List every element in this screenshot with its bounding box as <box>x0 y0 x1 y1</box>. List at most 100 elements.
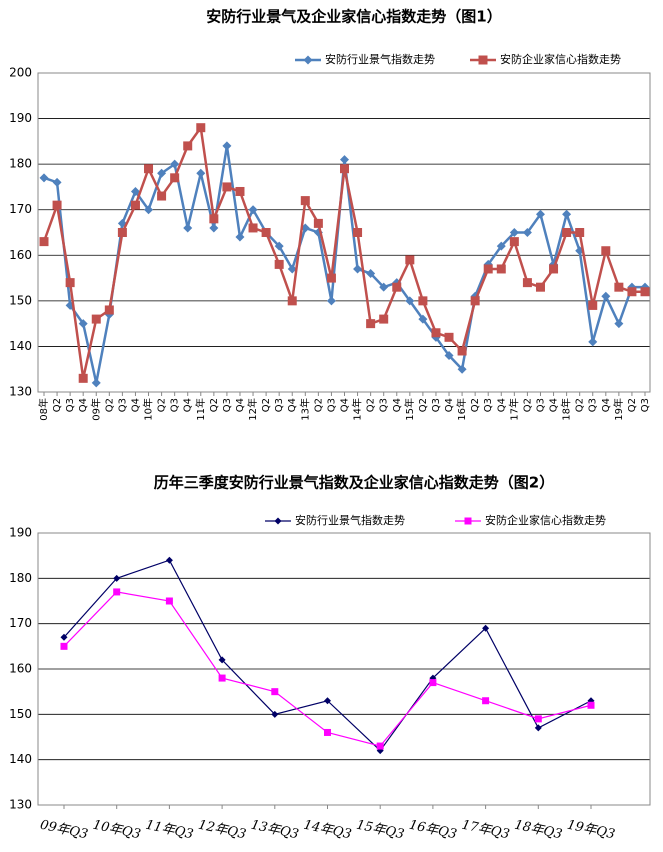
x-tick-label: Q4 <box>444 398 455 412</box>
marker <box>196 168 206 178</box>
marker <box>91 378 101 388</box>
marker <box>300 196 310 206</box>
marker <box>588 337 598 347</box>
marker <box>271 688 279 696</box>
x-tick-label: 17年Q3 <box>460 818 511 843</box>
x-tick-label: 18年Q3 <box>513 818 564 843</box>
marker <box>157 191 167 201</box>
marker <box>157 168 167 178</box>
marker <box>117 228 127 237</box>
marker <box>52 177 62 187</box>
marker <box>534 724 542 732</box>
marker <box>562 228 572 237</box>
x-tick-label: 10年Q3 <box>91 818 142 843</box>
marker <box>248 223 258 233</box>
marker <box>60 633 68 641</box>
y-tick-label: 130 <box>9 798 32 812</box>
marker <box>144 205 154 215</box>
x-tick-label: Q3 <box>483 398 494 412</box>
marker <box>130 186 140 196</box>
x-tick-label: Q4 <box>392 398 403 412</box>
x-tick-label: 16年Q3 <box>408 818 459 843</box>
y-tick-label: 170 <box>9 616 32 630</box>
x-tick-label: 11年 <box>194 398 207 421</box>
marker <box>324 697 331 705</box>
marker <box>418 296 428 306</box>
x-tick-label: Q4 <box>496 398 507 412</box>
x-tick-label: 09年 <box>89 398 102 421</box>
marker <box>627 287 637 297</box>
marker <box>379 282 389 292</box>
y-tick-label: 190 <box>9 526 32 540</box>
x-tick-label: Q4 <box>340 398 351 412</box>
x-tick-label: Q2 <box>522 398 533 412</box>
legend-marker <box>478 55 488 65</box>
marker <box>39 173 49 183</box>
x-tick-label: 15年 <box>403 398 416 421</box>
y-tick-label: 180 <box>9 157 32 171</box>
marker <box>113 574 121 582</box>
x-tick-label: 18年 <box>560 398 573 421</box>
y-tick-label: 150 <box>9 707 32 721</box>
x-tick-label: Q2 <box>575 398 586 412</box>
marker <box>324 728 331 736</box>
x-tick-label: Q4 <box>287 398 298 412</box>
marker <box>429 679 437 687</box>
x-tick-label: 12年Q3 <box>197 818 248 843</box>
marker <box>248 205 258 215</box>
marker <box>209 223 219 233</box>
marker <box>170 159 180 169</box>
x-tick-label: Q2 <box>313 398 324 412</box>
x-tick-label: 15年Q3 <box>355 818 406 843</box>
legend-marker <box>303 55 313 65</box>
x-tick-label: Q4 <box>549 398 560 412</box>
x-tick-label: Q4 <box>130 398 141 412</box>
marker <box>165 597 173 605</box>
marker <box>457 364 467 374</box>
marker <box>470 296 480 306</box>
marker <box>326 273 336 283</box>
marker <box>509 228 519 237</box>
legend-label: 安防企业家信心指数走势 <box>485 513 606 527</box>
marker <box>444 351 454 361</box>
marker <box>222 141 232 151</box>
marker <box>418 314 428 324</box>
marker <box>482 697 490 705</box>
marker <box>496 241 506 251</box>
marker <box>340 155 349 165</box>
x-tick-label: Q2 <box>470 398 481 412</box>
x-tick-label: Q4 <box>235 398 246 412</box>
x-tick-label: Q3 <box>170 398 181 412</box>
marker <box>209 214 219 224</box>
marker <box>326 296 336 306</box>
marker <box>366 269 376 279</box>
marker <box>144 164 154 174</box>
marker <box>165 556 173 564</box>
x-tick-label: Q4 <box>78 398 89 412</box>
marker <box>78 319 88 329</box>
x-tick-label: 09年Q3 <box>39 818 90 843</box>
plot-frame <box>37 72 651 393</box>
x-tick-label: 19年Q3 <box>566 818 617 843</box>
x-tick-label: Q3 <box>274 398 285 412</box>
marker <box>376 742 384 750</box>
x-tick-label: Q2 <box>157 398 168 412</box>
chart-title: 安防行业景气及企业家信心指数走势（图1） <box>206 8 501 26</box>
x-tick-label: Q2 <box>418 398 429 412</box>
marker <box>534 715 542 723</box>
marker <box>353 228 363 237</box>
legend-marker <box>274 517 282 525</box>
x-tick-label: Q4 <box>183 398 194 412</box>
marker <box>562 209 572 219</box>
marker <box>614 282 624 292</box>
marker <box>271 710 279 718</box>
marker <box>287 264 297 274</box>
marker <box>196 123 206 133</box>
y-tick-label: 160 <box>9 248 32 262</box>
series-line <box>63 559 592 752</box>
marker <box>522 278 532 288</box>
x-tick-label: Q2 <box>366 398 377 412</box>
marker <box>509 237 519 247</box>
marker <box>313 218 323 228</box>
